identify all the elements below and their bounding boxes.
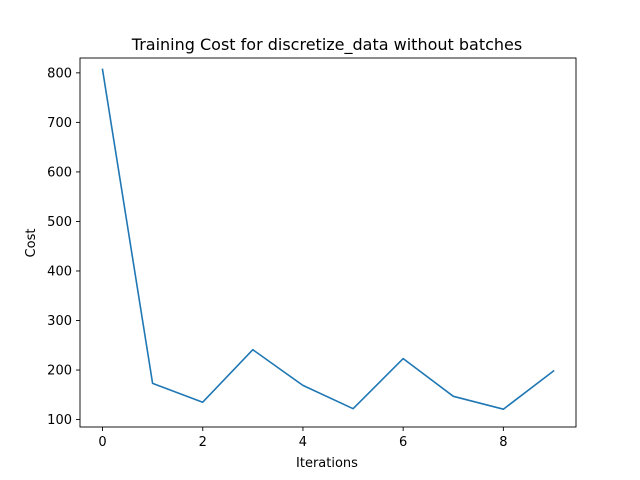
x-tick-label: 4 — [299, 435, 307, 450]
plot-area — [79, 57, 577, 428]
y-tick-label: 700 — [47, 116, 72, 131]
x-axis-ticks: 0 2 4 6 8 — [98, 427, 507, 450]
series-line-0 — [101, 68, 555, 411]
y-tick-label: 600 — [47, 165, 72, 180]
chart-title: Training Cost for discretize_data withou… — [131, 35, 522, 55]
y-tick-label: 400 — [47, 264, 72, 279]
x-axis-label: Iterations — [296, 456, 358, 471]
x-tick-label: 8 — [499, 435, 507, 450]
y-axis-label: Cost — [24, 229, 39, 258]
x-tick-label: 6 — [399, 435, 407, 450]
y-tick-label: 500 — [47, 215, 72, 230]
y-axis-ticks: 100 200 300 400 500 600 700 800 — [47, 66, 80, 428]
y-tick-label: 100 — [47, 413, 72, 428]
axes-frame — [79, 57, 577, 428]
x-tick-label: 0 — [98, 435, 106, 450]
y-tick-label: 300 — [47, 314, 72, 329]
x-tick-label: 2 — [199, 435, 207, 450]
y-tick-label: 200 — [47, 364, 72, 379]
y-tick-label: 800 — [47, 66, 72, 81]
